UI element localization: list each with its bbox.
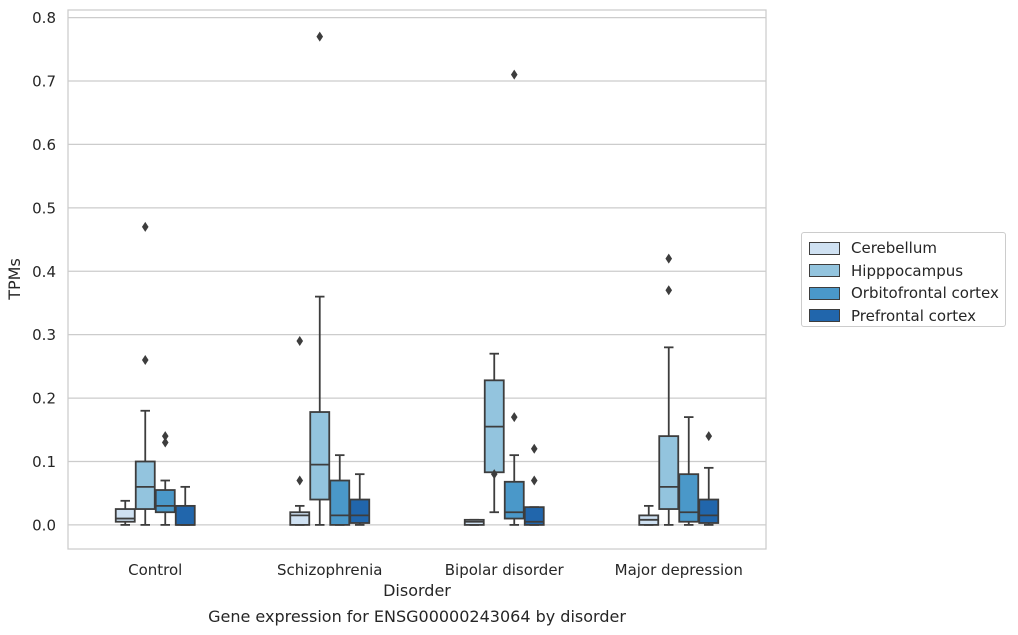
box-hipppocampus xyxy=(134,221,156,526)
y-tick-labels: 0.0 0.1 0.2 0.3 0.4 0.5 0.6 0.7 0.8 xyxy=(32,9,56,534)
box-iqr xyxy=(349,498,371,524)
box-prefrontal-cortex xyxy=(174,485,196,526)
box-hipppocampus xyxy=(309,31,331,526)
y-tick-label: 0.8 xyxy=(32,9,56,27)
outlier-point xyxy=(705,431,713,442)
legend: Cerebellum Hipppocampus Orbitofrontal cort… xyxy=(801,232,1006,327)
box-iqr xyxy=(678,473,700,523)
box-iqr xyxy=(309,411,331,501)
x-axis-label: Disorder xyxy=(383,581,451,600)
legend-label: Cerebellum xyxy=(851,239,937,258)
y-tick-label: 0.1 xyxy=(32,453,56,471)
y-tick-label: 0.0 xyxy=(32,516,56,534)
outlier-point xyxy=(510,69,518,80)
x-tick-label: Schizophrenia xyxy=(277,561,382,579)
box-orbitofrontal-cortex xyxy=(503,69,525,526)
box-orbitofrontal-cortex xyxy=(154,431,176,526)
legend-item: Orbitofrontal cortex xyxy=(809,282,1005,305)
outlier-point xyxy=(490,469,498,480)
outlier-point xyxy=(530,475,538,486)
box-iqr xyxy=(523,506,545,526)
outlier-point xyxy=(665,253,673,264)
legend-label: Hipppocampus xyxy=(851,261,964,280)
box-cerebellum xyxy=(114,499,136,526)
y-tick-label: 0.7 xyxy=(32,73,56,91)
outlier-point xyxy=(161,437,169,448)
x-tick-label: Control xyxy=(128,561,182,579)
box-iqr xyxy=(658,435,680,510)
x-tick-label: Bipolar disorder xyxy=(445,561,565,579)
y-axis-label: TPMs xyxy=(5,258,24,301)
y-tick-label: 0.6 xyxy=(32,136,56,154)
box-groups xyxy=(114,31,720,526)
outlier-point xyxy=(665,285,673,296)
plot-frame xyxy=(67,9,767,550)
y-tick-label: 0.3 xyxy=(32,326,56,344)
outlier-point xyxy=(510,412,518,423)
box-iqr xyxy=(329,479,351,526)
legend-label: Orbitofrontal cortex xyxy=(851,284,999,303)
legend-swatch xyxy=(809,241,840,255)
gridlines xyxy=(68,16,766,526)
box-prefrontal-cortex xyxy=(349,473,371,526)
legend-swatch xyxy=(809,309,840,323)
legend-item: Hipppocampus xyxy=(809,260,1005,283)
box-iqr xyxy=(134,460,156,510)
box-cerebellum xyxy=(463,518,485,526)
box-iqr xyxy=(114,508,136,523)
y-tick-label: 0.4 xyxy=(32,263,56,281)
box-iqr xyxy=(289,511,311,526)
y-tick-label: 0.5 xyxy=(32,199,56,217)
legend-item: Prefrontal cortex xyxy=(809,305,1005,328)
outlier-point xyxy=(161,431,169,442)
chart-title: Gene expression for ENSG00000243064 by d… xyxy=(208,607,626,626)
legend-label: Prefrontal cortex xyxy=(851,306,976,325)
box-iqr xyxy=(154,489,176,514)
y-tick-label: 0.2 xyxy=(32,390,56,408)
box-iqr xyxy=(698,498,720,524)
legend-swatch xyxy=(809,264,840,278)
box-iqr xyxy=(503,480,525,520)
legend-item: Cerebellum xyxy=(809,237,1005,260)
box-cerebellum xyxy=(638,504,660,526)
legend-swatch xyxy=(809,286,840,300)
box-hipppocampus xyxy=(658,253,680,526)
outlier-point xyxy=(141,355,149,366)
box-prefrontal-cortex xyxy=(698,431,720,526)
outlier-point xyxy=(530,443,538,454)
box-cerebellum xyxy=(289,336,311,526)
box-prefrontal-cortex xyxy=(523,443,545,526)
box-orbitofrontal-cortex xyxy=(678,416,700,526)
box-orbitofrontal-cortex xyxy=(329,454,351,526)
outlier-point xyxy=(296,475,304,486)
box-hipppocampus xyxy=(483,352,505,514)
x-tick-label: Major depression xyxy=(615,561,743,579)
outlier-point xyxy=(316,31,324,42)
outlier-point xyxy=(296,336,304,347)
box-iqr xyxy=(174,504,196,526)
x-tick-labels: Control Schizophrenia Bipolar disorder Majo… xyxy=(128,561,743,579)
outlier-point xyxy=(141,221,149,232)
